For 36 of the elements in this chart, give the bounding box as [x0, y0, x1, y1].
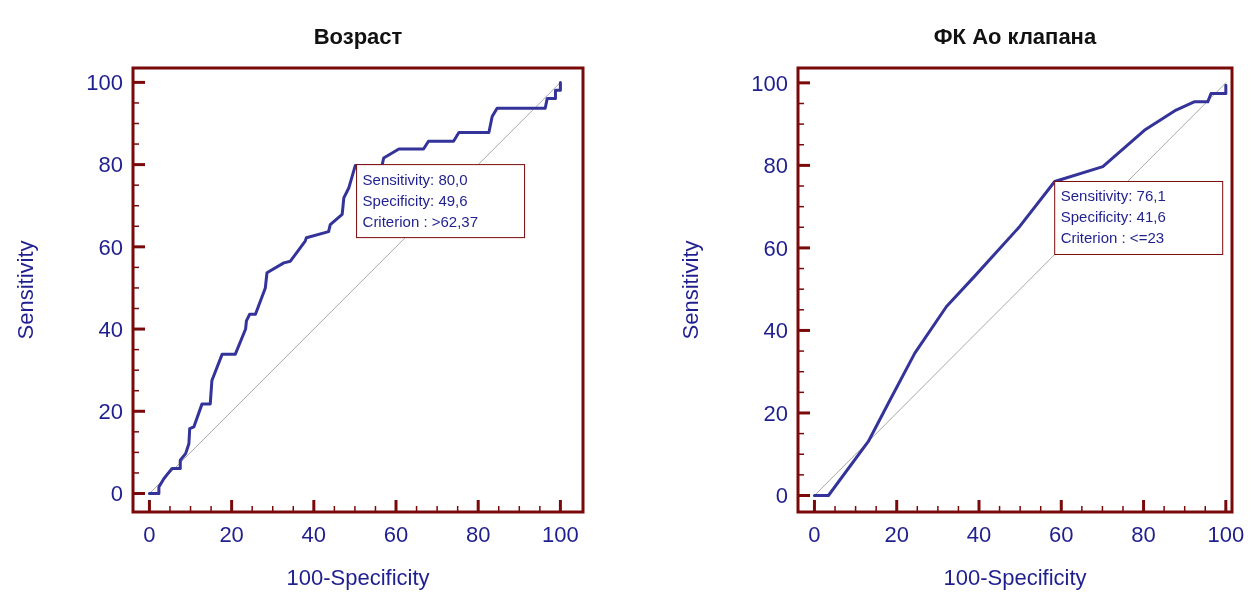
annotation: Criterion : >62,37	[362, 212, 479, 230]
x-tick-label: 100	[1207, 522, 1245, 547]
x-axis-title: 100-Specificity	[286, 565, 430, 590]
x-tick-label: 100	[542, 522, 579, 547]
x-tick-label: 0	[143, 522, 156, 547]
y-tick-label: 100	[751, 70, 788, 96]
y-tick-label: 40	[98, 316, 123, 342]
y-axis-title: Sensitivity	[13, 240, 38, 340]
annotation: Sensitivity: 80,0	[362, 170, 468, 188]
y-tick-label: 60	[98, 234, 123, 260]
y-tick-label: 0	[110, 481, 123, 507]
x-tick-label: 80	[465, 522, 491, 547]
x-tick-label: 60	[1049, 522, 1074, 547]
y-axis-title: Sensitivity	[678, 240, 703, 340]
y-tick-label: 40	[763, 318, 788, 344]
x-axis-title: 100-Specificity	[943, 565, 1087, 590]
annotation: Sensitivity: 76,1	[1060, 187, 1166, 205]
y-tick-label: 60	[763, 235, 788, 261]
annotation: Criterion : <=23	[1060, 229, 1165, 247]
y-tick-label: 0	[775, 483, 788, 509]
annotation: Specificity: 49,6	[362, 191, 468, 209]
x-tick-label: 80	[1131, 522, 1156, 547]
chart-title: ФК Ао клапана	[933, 24, 1097, 49]
chart-title: Возраст	[313, 24, 403, 49]
y-tick-label: 80	[98, 152, 123, 178]
annotation: Specificity: 41,6	[1060, 208, 1166, 226]
y-tick-label: 20	[763, 400, 788, 426]
y-tick-label: 20	[98, 398, 123, 424]
x-tick-label: 20	[219, 522, 244, 547]
x-tick-label: 40	[966, 522, 992, 547]
x-tick-label: 20	[884, 522, 909, 547]
x-tick-label: 40	[301, 522, 327, 547]
y-tick-label: 80	[763, 153, 788, 179]
x-tick-label: 60	[383, 522, 409, 547]
y-tick-label: 100	[86, 70, 123, 96]
x-tick-label: 0	[808, 522, 821, 547]
